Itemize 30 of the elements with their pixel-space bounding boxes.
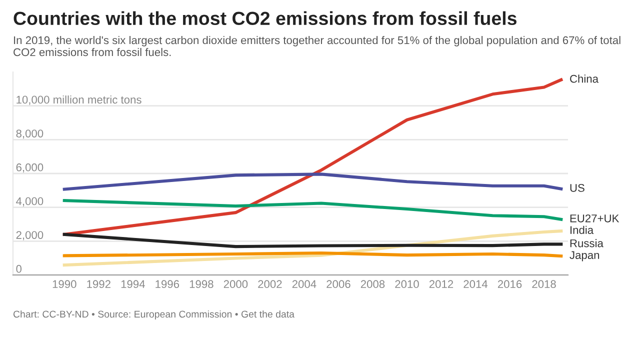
x-tick-label: 2016	[498, 280, 522, 288]
chart-subtitle: In 2019, the world's six largest carbon dioxide emitters together accounted for 51% of the global population and 67% of total CO2 emissions from fossil fuels.	[14, 36, 620, 56]
series-label: China	[570, 74, 599, 83]
x-tick-label: 1990	[52, 280, 76, 288]
x-tick-label: 2014	[464, 280, 488, 288]
x-tick-label: 1994	[121, 280, 145, 288]
x-tick-label: 1996	[156, 280, 180, 288]
y-tick-label: 10,000 million metric tons	[16, 95, 142, 105]
x-tick-label: 2002	[258, 280, 282, 288]
x-tick-label: 1992	[87, 280, 110, 288]
y-tick-label: 6,000	[16, 163, 44, 173]
x-tick-label: 2012	[429, 280, 454, 288]
series-label: India	[570, 226, 594, 234]
text: Chart: CC-BY-ND • Source: European Commission • Get the data	[13, 310, 294, 320]
series-label: US	[570, 184, 584, 192]
x-tick-label: 2004	[292, 280, 316, 288]
chart-title: Countries with the most CO2 emissions from fossil fuels	[14, 11, 516, 26]
x-tick-label: 2008	[360, 280, 385, 288]
y-tick-label: 4,000	[16, 197, 44, 206]
x-tick-label: 2000	[224, 280, 248, 288]
x-tick-label: 2018	[532, 280, 556, 288]
series-label: Japan	[570, 251, 600, 262]
y-tick-label: 0	[16, 264, 22, 273]
series-label: Russia	[570, 239, 604, 248]
y-tick-label: 8,000	[16, 130, 44, 139]
series-label: EU27+UK	[570, 214, 620, 222]
y-tick-label: 2,000	[16, 231, 44, 240]
x-tick-label: 2006	[326, 280, 350, 288]
x-tick-label: 2010	[395, 280, 419, 288]
x-tick-label: 1998	[190, 280, 214, 288]
